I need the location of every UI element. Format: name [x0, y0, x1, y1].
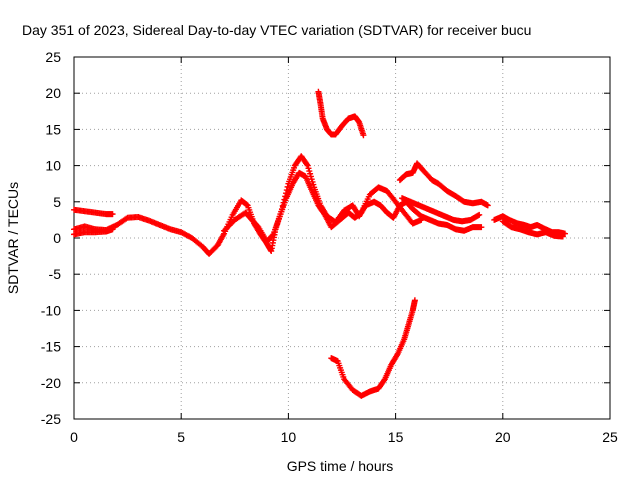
data-point: [478, 224, 485, 231]
x-tick-label: 20: [495, 429, 511, 445]
grid: [74, 57, 610, 419]
series-arc-1: [71, 206, 116, 218]
y-tick-label: 20: [45, 85, 61, 101]
series-arc-8: [399, 195, 483, 225]
y-tick-label: 5: [53, 194, 61, 210]
chart-title: Day 351 of 2023, Sidereal Day-to-day VTE…: [22, 22, 531, 38]
data-point: [360, 132, 367, 139]
data-point: [109, 211, 116, 218]
x-tick-label: 0: [70, 429, 78, 445]
data-point: [476, 211, 483, 218]
data-point: [306, 168, 313, 175]
data-point: [307, 170, 314, 177]
data-series: [71, 88, 568, 399]
x-tick-label: 5: [177, 429, 185, 445]
data-point: [411, 297, 418, 304]
x-tick-label: 10: [281, 429, 297, 445]
data-point: [307, 173, 314, 180]
data-point: [303, 161, 310, 168]
data-point: [304, 162, 311, 169]
x-tick-label: 25: [602, 429, 618, 445]
data-point: [418, 216, 425, 223]
y-axis-label: SDTVAR / TECUs: [5, 182, 21, 294]
y-tick-label: -15: [41, 339, 61, 355]
y-tick-label: -20: [41, 375, 61, 391]
y-tick-label: -5: [49, 266, 62, 282]
data-point: [269, 232, 276, 239]
y-tick-label: -10: [41, 302, 61, 318]
y-tick-label: 15: [45, 121, 61, 137]
series-arc-5: [315, 88, 367, 139]
series-arc-6: [328, 297, 418, 399]
data-point: [310, 181, 317, 188]
series-arc-10: [499, 218, 566, 240]
y-tick-label: 0: [53, 230, 61, 246]
series-arc-7: [396, 160, 491, 209]
series-arc-3: [71, 226, 116, 238]
data-point: [559, 233, 566, 240]
y-tick-label: 25: [45, 49, 61, 65]
axis-ticks: 0 5 10 15 20 25 -25 -20 -15 -10 -5 0 5 10 15 20 25: [41, 49, 618, 445]
data-point: [484, 202, 491, 209]
series-arc-4: [221, 169, 425, 245]
y-tick-label: -25: [41, 411, 61, 427]
x-axis-label: GPS time / hours: [287, 458, 394, 474]
data-point: [109, 226, 116, 233]
y-tick-label: 10: [45, 158, 61, 174]
x-tick-label: 15: [388, 429, 404, 445]
data-point: [308, 176, 315, 183]
data-point: [305, 165, 312, 172]
